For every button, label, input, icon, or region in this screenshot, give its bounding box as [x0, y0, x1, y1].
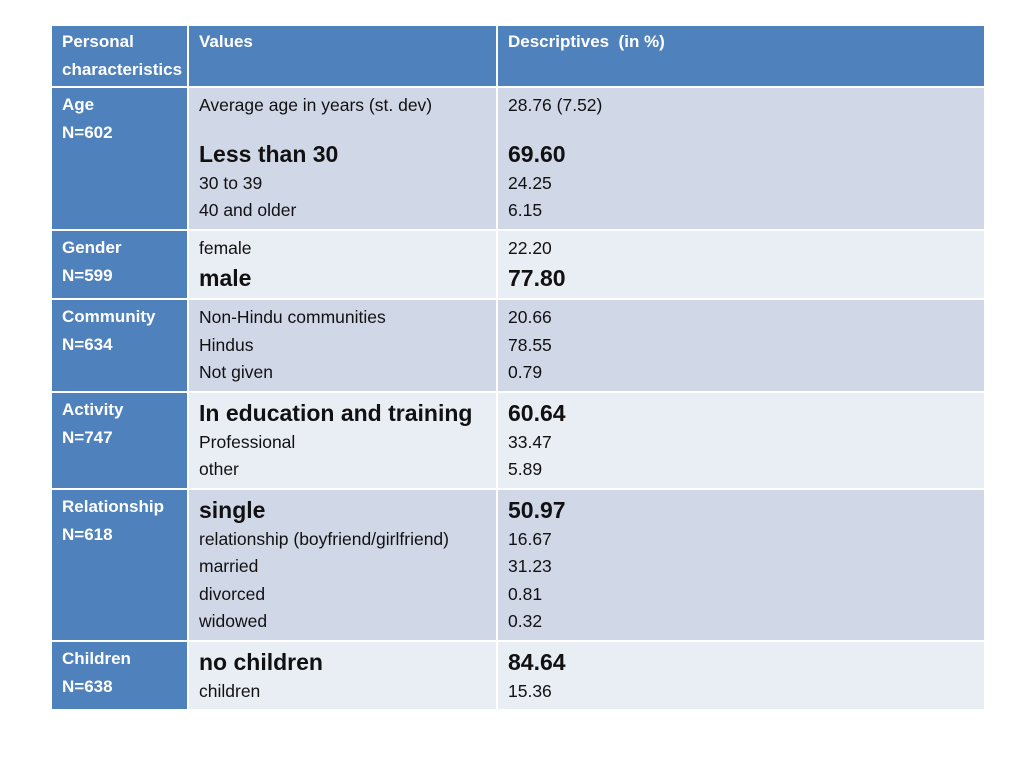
value-item: divorced: [199, 583, 266, 604]
descriptive-value: 31.23: [508, 556, 552, 576]
row-label-gender: Gender N=599: [52, 230, 187, 298]
value-item: female: [199, 237, 252, 258]
header-values-label: Values: [199, 32, 253, 51]
value-item: Less than 30: [199, 140, 339, 167]
row-label-name: Age: [62, 95, 95, 114]
row-label-n: N=747: [62, 427, 113, 447]
row-label-name: Children: [62, 648, 131, 668]
header-values: Values: [189, 26, 496, 86]
row-label-n: N=618: [62, 524, 113, 544]
descriptive-value: 0.79: [508, 362, 543, 382]
descriptive-value: 77.80: [508, 265, 566, 291]
descriptive-value: 16.67: [508, 528, 552, 549]
header-characteristics-line: Personal: [62, 32, 134, 51]
row-label-name: Community: [62, 307, 156, 326]
descriptive-value: 33.47: [508, 431, 552, 452]
row-label-children: Children N=638: [52, 641, 187, 709]
row-descriptives-gender: 22.20 77.80: [498, 230, 984, 298]
descriptive-value: 15.36: [508, 680, 552, 701]
value-item: 40 and older: [199, 200, 297, 220]
row-descriptives-age: 28.76 (7.52) 69.60 24.25 6.15: [498, 88, 984, 229]
value-item: no children: [199, 648, 323, 675]
descriptive-value: 24.25: [508, 172, 552, 193]
row-values-activity: In education and training Professional oth…: [189, 392, 496, 488]
header-descriptives-label: Descriptives (in %): [508, 32, 665, 51]
descriptive-value: 78.55: [508, 334, 552, 355]
descriptive-value: 20.66: [508, 307, 552, 327]
value-item: Hindus: [199, 334, 254, 355]
header-descriptives: Descriptives (in %): [498, 26, 984, 86]
value-item: widowed: [199, 611, 268, 631]
value-item: other: [199, 459, 239, 479]
row-values-gender: female male: [189, 230, 496, 298]
row-label-community: Community N=634: [52, 300, 187, 391]
row-values-children: no children children: [189, 641, 496, 709]
row-descriptives-community: 20.66 78.55 0.79: [498, 300, 984, 391]
value-item: male: [199, 265, 252, 291]
descriptive-value: 0.32: [508, 611, 543, 631]
value-item: children: [199, 680, 261, 701]
value-item: Average age in years (st. dev): [199, 95, 433, 115]
descriptive-value: 22.20: [508, 237, 552, 258]
row-label-age: Age N=602: [52, 88, 187, 229]
header-characteristics: Personal characteristics: [52, 26, 187, 86]
row-label-name: Gender: [62, 237, 122, 257]
row-values-relationship: single relationship (boyfriend/girlfriend…: [189, 489, 496, 640]
descriptive-value: 69.60: [508, 140, 566, 167]
value-item: Professional: [199, 431, 296, 452]
row-label-relationship: Relationship N=618: [52, 489, 187, 640]
value-item: Non-Hindu communities: [199, 307, 386, 327]
characteristics-table: Personal characteristics Values Descript…: [52, 26, 984, 709]
descriptive-value: 28.76 (7.52): [508, 95, 603, 115]
header-characteristics-line: characteristics: [62, 60, 183, 79]
descriptive-value: 50.97: [508, 496, 566, 523]
row-values-community: Non-Hindu communities Hindus Not given: [189, 300, 496, 391]
row-label-n: N=638: [62, 676, 113, 696]
value-item: relationship (boyfriend/girlfriend): [199, 528, 449, 549]
value-item: Not given: [199, 362, 273, 382]
row-label-n: N=602: [62, 123, 113, 142]
value-item: 30 to 39: [199, 172, 263, 193]
descriptive-value: 6.15: [508, 200, 543, 220]
value-item: In education and training: [199, 399, 473, 426]
row-label-n: N=634: [62, 335, 113, 354]
row-label-n: N=599: [62, 265, 113, 285]
row-descriptives-activity: 60.64 33.47 5.89: [498, 392, 984, 488]
row-label-activity: Activity N=747: [52, 392, 187, 488]
row-label-name: Activity: [62, 399, 124, 419]
row-descriptives-relationship: 50.97 16.67 31.23 0.81 0.32: [498, 489, 984, 640]
descriptive-value: 84.64: [508, 648, 566, 675]
row-values-age: Average age in years (st. dev) Less than …: [189, 88, 496, 229]
descriptive-value: 60.64: [508, 399, 566, 426]
value-item: single: [199, 496, 266, 523]
value-item: married: [199, 556, 259, 576]
row-descriptives-children: 84.64 15.36: [498, 641, 984, 709]
row-label-name: Relationship: [62, 496, 165, 516]
descriptive-value: 5.89: [508, 459, 543, 479]
descriptive-value: 0.81: [508, 583, 543, 604]
